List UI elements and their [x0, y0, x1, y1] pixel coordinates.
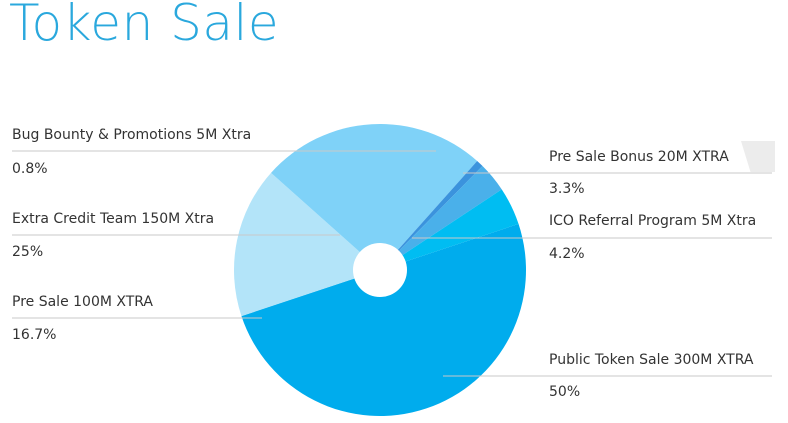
slice-label: Pre Sale Bonus 20M XTRA	[549, 149, 729, 165]
slice-label: Bug Bounty & Promotions 5M Xtra	[12, 127, 251, 143]
pie-slice	[380, 189, 519, 270]
slice-percent: 4.2%	[549, 246, 585, 262]
slice-percent: 3.3%	[549, 181, 585, 197]
page-title: Token Sale	[9, 0, 280, 52]
donut-hole	[353, 243, 407, 297]
pie-slice	[241, 223, 526, 416]
slice-label: Extra Credit Team 150M Xtra	[12, 211, 214, 227]
slice-percent: 16.7%	[12, 327, 56, 343]
slice-label: Pre Sale 100M XTRA	[12, 294, 153, 310]
slice-percent: 0.8%	[12, 161, 48, 177]
pie-slice	[271, 123, 478, 270]
pie-slice	[380, 166, 502, 270]
pie-slice	[380, 161, 483, 270]
slice-percent: 50%	[549, 384, 580, 400]
pie-slice	[234, 172, 380, 317]
slice-label: ICO Referral Program 5M Xtra	[549, 213, 756, 229]
slice-label: Public Token Sale 300M XTRA	[549, 352, 754, 368]
slice-percent: 25%	[12, 244, 43, 260]
